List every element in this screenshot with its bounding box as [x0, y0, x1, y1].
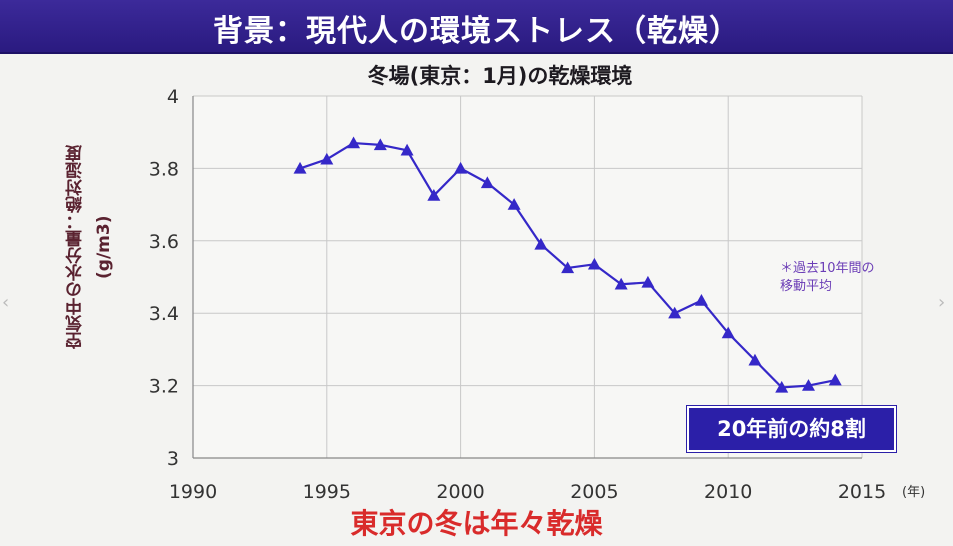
y-tick-label: 3.6	[149, 231, 179, 253]
y-tick-label: 3.4	[149, 303, 179, 325]
data-point-triangle	[373, 138, 387, 151]
data-point-triangle	[801, 379, 815, 391]
note-line-1: ＊過去10年間の	[780, 261, 875, 276]
data-point-triangle	[454, 161, 468, 174]
chevron-left-icon[interactable]: ‹	[2, 292, 10, 313]
x-tick-label: 2000	[436, 481, 484, 503]
plot-area	[193, 96, 862, 458]
x-tick-label: 2010	[704, 481, 752, 503]
data-point-triangle	[400, 143, 414, 156]
data-point-triangle	[721, 326, 735, 339]
data-point-triangle	[614, 277, 628, 290]
data-point-triangle	[641, 275, 655, 288]
y-tick-label: 3.2	[149, 376, 179, 398]
data-point-triangle	[293, 161, 307, 174]
data-point-triangle	[748, 353, 762, 366]
moving-average-note: ＊過去10年間の 移動平均	[780, 260, 930, 296]
x-tick-label: 1995	[303, 481, 351, 503]
data-point-triangle	[427, 189, 441, 201]
highlight-callout: 20年前の約8割	[687, 406, 896, 452]
chart-title: 冬場(東京：1月)の乾燥環境	[367, 64, 633, 88]
data-point-triangle	[534, 237, 548, 250]
y-tick-label: 4	[167, 86, 179, 108]
slide-title: 背景：現代人の環境ストレス（乾燥）	[213, 14, 740, 49]
x-tick-label: 1990	[169, 481, 217, 503]
title-banner: 背景：現代人の環境ストレス（乾燥）	[0, 0, 953, 54]
note-line-2: 移動平均	[780, 279, 833, 294]
data-point-triangle	[561, 261, 575, 274]
x-tick-label: 2015	[838, 481, 886, 503]
y-tick-label: 3	[167, 448, 179, 470]
data-point-triangle	[775, 380, 789, 393]
data-point-triangle	[480, 176, 494, 189]
data-point-triangle	[828, 373, 842, 386]
x-tick-label: 2005	[570, 481, 618, 503]
x-axis-unit: (年)	[902, 485, 925, 500]
data-point-triangle	[507, 198, 521, 210]
data-point-triangle	[668, 306, 682, 319]
data-point-triangle	[347, 136, 361, 149]
data-point-triangle	[320, 152, 334, 165]
data-point-triangle	[694, 294, 708, 306]
conclusion-text: 東京の冬は年々乾燥	[350, 507, 603, 540]
y-tick-label: 3.8	[149, 158, 179, 180]
data-point-triangle	[587, 257, 601, 270]
chevron-right-icon[interactable]: ›	[938, 292, 946, 313]
